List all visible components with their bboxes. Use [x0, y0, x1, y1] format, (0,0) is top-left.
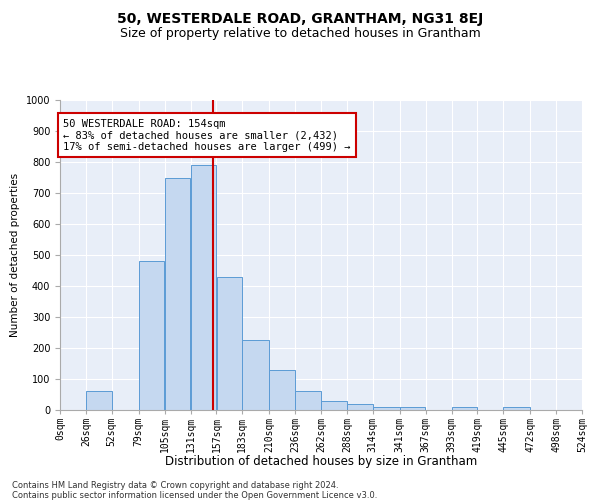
Bar [452, 407, 477, 410]
Bar [503, 407, 530, 410]
Bar [321, 400, 347, 410]
Text: Contains public sector information licensed under the Open Government Licence v3: Contains public sector information licen… [12, 491, 377, 500]
Bar [295, 392, 321, 410]
Text: Size of property relative to detached houses in Grantham: Size of property relative to detached ho… [119, 28, 481, 40]
Bar [242, 340, 269, 410]
Bar [217, 276, 242, 410]
Bar [347, 404, 373, 410]
Bar [165, 178, 190, 410]
Y-axis label: Number of detached properties: Number of detached properties [10, 173, 20, 337]
Text: Contains HM Land Registry data © Crown copyright and database right 2024.: Contains HM Land Registry data © Crown c… [12, 481, 338, 490]
Text: 50 WESTERDALE ROAD: 154sqm
← 83% of detached houses are smaller (2,432)
17% of s: 50 WESTERDALE ROAD: 154sqm ← 83% of deta… [63, 118, 350, 152]
Bar [400, 407, 425, 410]
Bar [373, 407, 400, 410]
Bar [269, 370, 295, 410]
Bar [86, 392, 112, 410]
Text: Distribution of detached houses by size in Grantham: Distribution of detached houses by size … [165, 455, 477, 468]
Text: 50, WESTERDALE ROAD, GRANTHAM, NG31 8EJ: 50, WESTERDALE ROAD, GRANTHAM, NG31 8EJ [117, 12, 483, 26]
Bar [139, 261, 164, 410]
Bar [191, 165, 216, 410]
